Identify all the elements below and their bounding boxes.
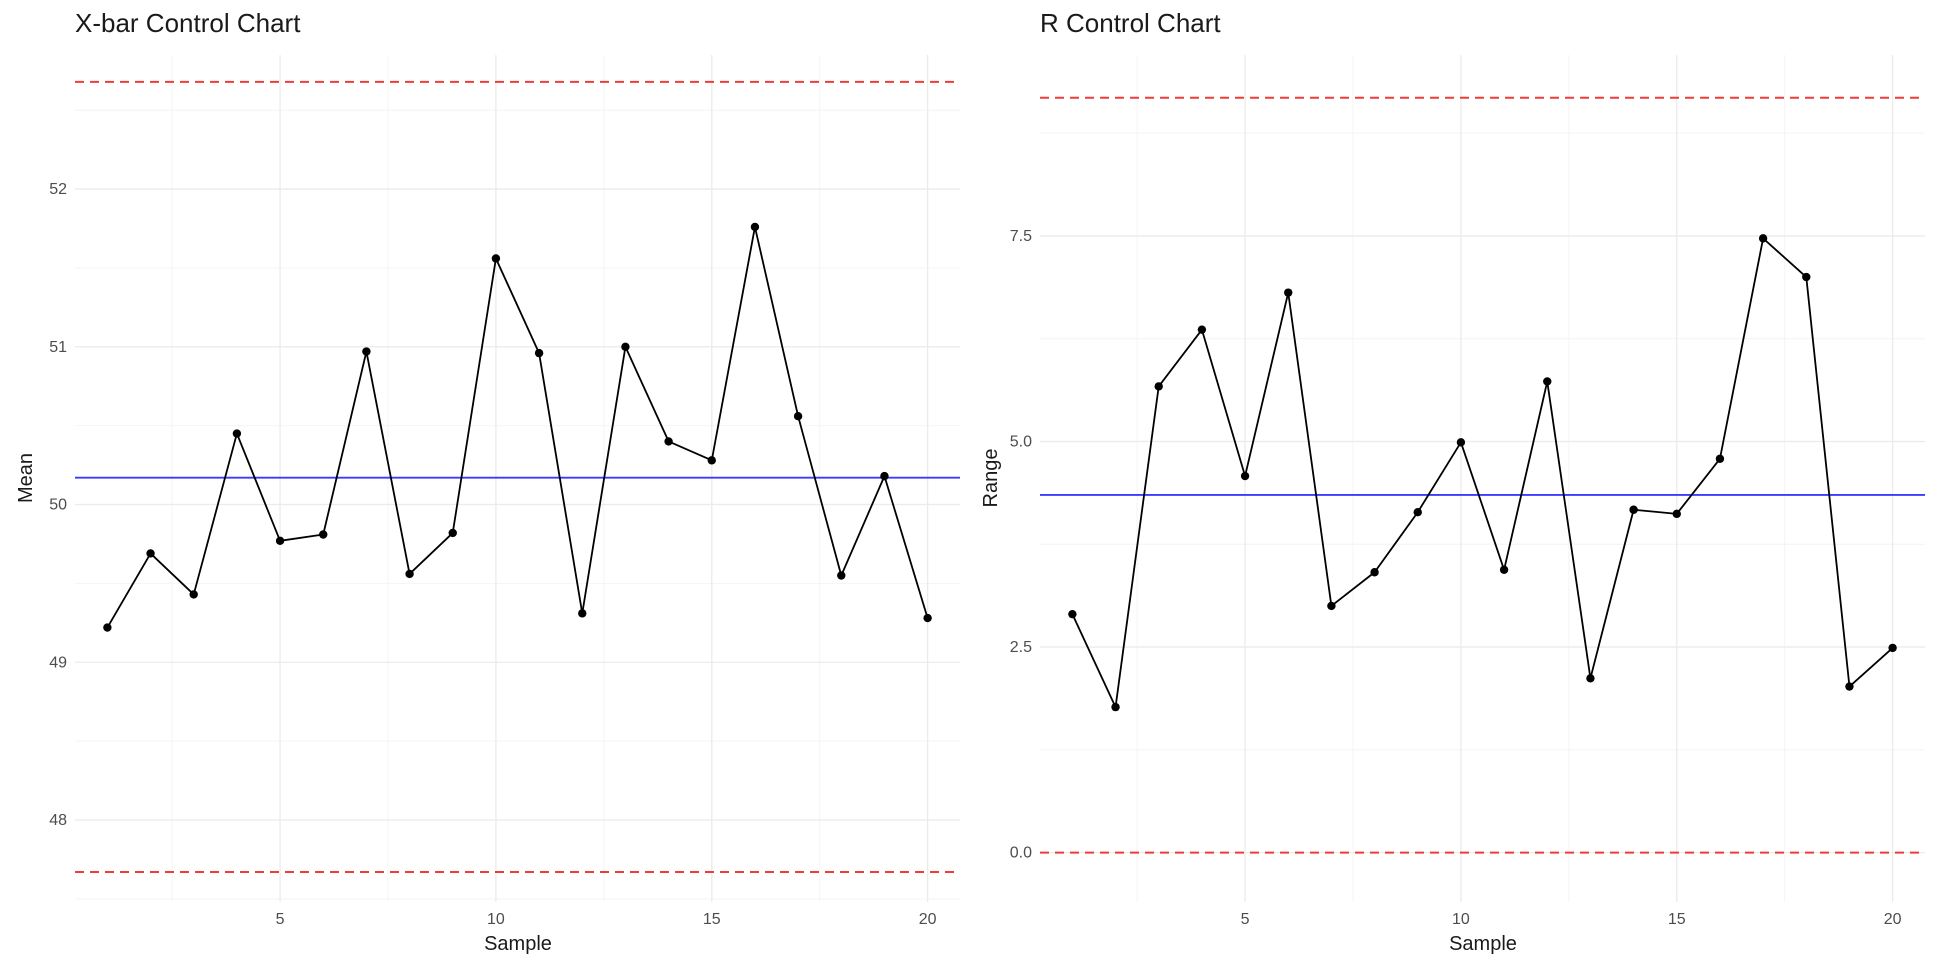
r-data-point xyxy=(1413,508,1422,517)
xbar-tick-labels: 5 10 15 20 48 49 50 51 52 xyxy=(49,181,936,928)
r-data-point xyxy=(1370,568,1379,577)
xbar-data-point xyxy=(621,342,630,351)
r-grid xyxy=(1040,55,1925,902)
xbar-data-point xyxy=(448,528,457,538)
xbar-data-point xyxy=(362,347,371,356)
xbar-y-tick-label: 50 xyxy=(49,497,67,514)
xbar-data-point xyxy=(189,590,198,599)
r-data-point xyxy=(1327,601,1336,611)
xbar-chart-panel: X-bar Control Chart Sample Mean 5 10 15 20 4… xyxy=(15,8,960,955)
xbar-x-tick-label: 5 xyxy=(276,911,285,928)
r-data-point xyxy=(1629,505,1638,514)
xbar-data-point xyxy=(232,429,242,438)
xbar-data-point xyxy=(793,411,803,421)
r-data-point xyxy=(1758,234,1768,243)
xbar-control-lines xyxy=(75,80,960,874)
xbar-data-point xyxy=(405,569,414,579)
xbar-y-tick-label: 49 xyxy=(49,654,67,671)
r-data-point xyxy=(1845,682,1854,691)
xbar-y-tick-label: 48 xyxy=(49,812,67,829)
xbar-series-line xyxy=(106,226,929,629)
r-x-tick-label: 10 xyxy=(1452,911,1470,928)
r-tick-labels: 5 10 15 20 0.0 2.5 5.0 7.5 xyxy=(1010,228,1902,928)
r-data-point xyxy=(1586,674,1595,683)
r-data-point xyxy=(1802,272,1811,282)
r-chart-title: R Control Chart xyxy=(1040,8,1221,38)
xbar-data-point xyxy=(534,348,544,358)
xbar-data-point xyxy=(880,471,889,481)
xbar-data-point xyxy=(275,536,285,546)
r-data-point xyxy=(1154,382,1163,391)
xbar-data-point xyxy=(923,613,932,623)
r-data-point xyxy=(1068,609,1077,619)
r-data-point xyxy=(1888,643,1897,653)
r-data-point xyxy=(1284,288,1293,297)
r-control-lines xyxy=(1040,96,1925,854)
r-x-tick-label: 20 xyxy=(1884,911,1902,928)
r-y-tick-label: 7.5 xyxy=(1010,228,1032,245)
xbar-data-point xyxy=(319,530,328,539)
r-y-tick-label: 2.5 xyxy=(1010,639,1032,656)
xbar-data-point xyxy=(578,609,587,618)
xbar-x-axis-title: Sample xyxy=(484,933,552,955)
xbar-series xyxy=(103,222,932,632)
r-y-axis-title: Range xyxy=(980,449,1002,508)
r-data-point xyxy=(1672,509,1681,519)
r-x-axis-title: Sample xyxy=(1449,933,1517,955)
xbar-x-tick-label: 15 xyxy=(703,911,721,928)
r-data-point xyxy=(1456,438,1466,447)
xbar-data-point xyxy=(103,623,112,632)
xbar-x-tick-label: 20 xyxy=(919,911,937,928)
r-series xyxy=(1068,234,1897,712)
r-data-point xyxy=(1111,702,1120,712)
r-x-tick-label: 15 xyxy=(1668,911,1686,928)
r-y-tick-label: 5.0 xyxy=(1010,433,1032,450)
xbar-chart-title: X-bar Control Chart xyxy=(75,8,301,38)
xbar-y-tick-label: 51 xyxy=(49,339,67,356)
r-data-point xyxy=(1499,565,1509,574)
r-y-tick-label: 0.0 xyxy=(1010,845,1032,862)
r-data-point xyxy=(1543,377,1552,386)
r-data-point xyxy=(1240,471,1250,481)
xbar-data-point xyxy=(707,456,716,465)
r-data-point xyxy=(1715,454,1725,463)
xbar-data-point xyxy=(146,549,155,558)
r-series-line xyxy=(1071,237,1894,709)
xbar-data-point xyxy=(837,571,846,580)
xbar-data-point xyxy=(491,254,501,263)
r-x-tick-label: 5 xyxy=(1241,911,1250,928)
xbar-y-tick-label: 52 xyxy=(49,181,67,198)
xbar-y-axis-title: Mean xyxy=(15,453,37,503)
xbar-data-point xyxy=(750,222,760,232)
xbar-data-point xyxy=(664,437,673,446)
r-data-point xyxy=(1197,325,1207,334)
xbar-x-tick-label: 10 xyxy=(487,911,505,928)
r-chart-panel: R Control Chart Sample Range 5 10 15 20 0.0 2… xyxy=(980,8,1925,955)
